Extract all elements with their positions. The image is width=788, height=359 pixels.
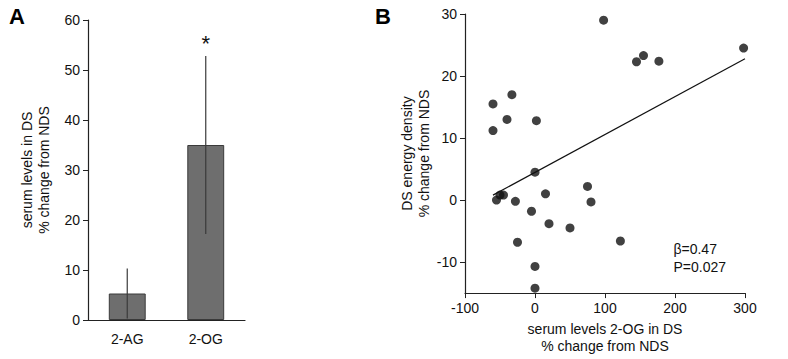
svg-text:% change from NDS: % change from NDS [36,106,52,234]
svg-text:β=0.47: β=0.47 [673,241,717,257]
svg-text:serum levels 2-OG in DS: serum levels 2-OG in DS [528,321,683,337]
svg-text:DS energy density: DS energy density [399,96,415,210]
svg-text:A: A [9,4,25,29]
svg-text:*: * [201,31,210,56]
svg-text:200: 200 [663,300,687,316]
svg-text:% change from NDS: % change from NDS [416,90,432,218]
svg-text:2-OG: 2-OG [189,331,223,347]
svg-text:-100: -100 [451,300,479,316]
svg-text:30: 30 [64,162,80,178]
svg-text:10: 10 [64,262,80,278]
svg-text:0: 0 [72,312,80,328]
svg-text:300: 300 [733,300,757,316]
svg-text:60: 60 [64,12,80,28]
svg-text:% change from NDS: % change from NDS [541,338,669,354]
svg-text:2-AG: 2-AG [111,331,144,347]
svg-text:B: B [375,4,391,29]
svg-text:100: 100 [593,300,617,316]
svg-text:30: 30 [441,6,457,22]
svg-text:0: 0 [531,300,539,316]
svg-text:-10: -10 [437,254,457,270]
svg-text:20: 20 [441,68,457,84]
svg-text:40: 40 [64,112,80,128]
svg-text:P=0.027: P=0.027 [673,259,726,275]
svg-text:50: 50 [64,62,80,78]
svg-text:0: 0 [449,192,457,208]
svg-text:20: 20 [64,212,80,228]
svg-text:10: 10 [441,130,457,146]
svg-text:serum levels in DS: serum levels in DS [19,112,35,229]
